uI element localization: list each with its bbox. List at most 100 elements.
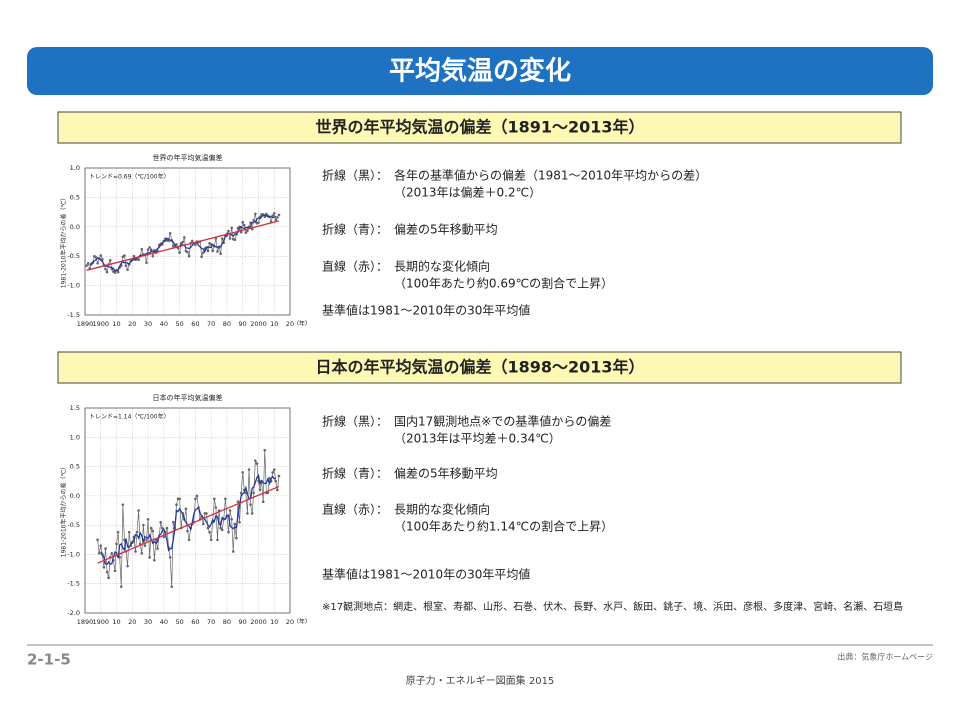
data-point <box>277 213 281 217</box>
note-text: 偏差の5年移動平均 <box>394 222 498 237</box>
x-tick-label: 20 <box>128 618 136 626</box>
data-point <box>187 254 191 258</box>
data-point <box>200 255 203 259</box>
data-point <box>85 264 88 267</box>
data-point <box>214 506 218 509</box>
data-point <box>186 250 189 254</box>
data-point <box>99 254 103 257</box>
section-heading: 日本の年平均気温の偏差（1898～2013年） <box>315 358 644 377</box>
data-point <box>108 259 112 262</box>
y-tick-label: -0.5 <box>67 252 80 260</box>
data-point <box>183 236 186 239</box>
data-point <box>99 544 103 547</box>
data-point <box>230 226 233 230</box>
data-point <box>162 535 166 539</box>
data-point <box>233 238 237 242</box>
note-label: 折線（青）： <box>322 222 388 237</box>
data-point <box>213 497 216 501</box>
data-point <box>172 520 175 524</box>
y-tick-label: 1.0 <box>70 433 80 441</box>
data-point <box>209 538 213 542</box>
slide-title: 平均気温の変化 <box>389 56 571 87</box>
data-point <box>219 252 222 256</box>
data-point <box>96 538 99 542</box>
data-point <box>271 214 274 217</box>
note-label: 折線（黒）： <box>322 414 388 429</box>
x-tick-label: 1900 <box>92 618 109 626</box>
data-point <box>104 547 107 550</box>
data-point <box>121 503 125 506</box>
data-point <box>194 497 197 501</box>
data-point <box>159 520 162 524</box>
data-point <box>118 556 121 559</box>
plot-frame <box>84 407 291 614</box>
data-point <box>110 551 114 555</box>
x-tick-label: 70 <box>207 618 215 626</box>
data-point <box>268 476 271 480</box>
data-point <box>170 585 174 588</box>
y-tick-label: -1.0 <box>67 550 80 558</box>
data-point <box>277 474 281 478</box>
data-point <box>201 522 205 526</box>
x-tick-label: 60 <box>191 320 199 328</box>
data-point <box>126 564 129 568</box>
note-text: 偏差の5年移動平均 <box>394 466 498 481</box>
data-point <box>105 570 109 574</box>
x-tick-label: 20 <box>286 320 294 328</box>
y-tick-label: -2.0 <box>67 609 80 617</box>
data-point <box>265 212 268 216</box>
stations-note: ※17観測地点：網走、根室、寿都、山形、石巻、伏木、長野、水戸、飯田、銚子、境、… <box>322 600 903 613</box>
publication: 原子力・エネルギー図面集 2015 <box>406 674 555 687</box>
data-point <box>124 264 128 267</box>
data-point <box>101 257 104 261</box>
data-point <box>220 237 224 240</box>
data-point <box>274 479 278 483</box>
data-point <box>276 488 279 492</box>
data-point <box>134 550 137 553</box>
x-tick-label: 1890 <box>77 618 94 626</box>
data-point <box>148 246 151 249</box>
x-tick-label: 2000 <box>250 320 267 328</box>
data-point <box>261 500 265 504</box>
chart-title: 日本の年平均気温偏差 <box>153 393 223 402</box>
data-point <box>137 509 140 512</box>
y-tick-label: 0.0 <box>70 223 80 231</box>
x-tick-label: 10 <box>270 320 278 328</box>
data-point <box>228 237 232 240</box>
data-point <box>272 211 276 215</box>
data-point <box>105 270 109 274</box>
data-point <box>137 258 140 262</box>
data-point <box>255 462 259 465</box>
note-label: 折線（黒）： <box>322 168 388 183</box>
trend-annotation: トレンド=1.14（℃/100年） <box>89 413 170 421</box>
data-point <box>149 248 153 252</box>
data-point <box>123 254 126 257</box>
data-point <box>220 528 224 532</box>
x-tick-label: 70 <box>207 320 215 328</box>
data-point <box>228 509 232 512</box>
data-point <box>168 556 172 559</box>
y-tick-label: 0.5 <box>70 463 80 471</box>
data-point <box>113 271 117 274</box>
series-line <box>97 450 280 587</box>
note-label: 直線（赤）： <box>322 259 388 274</box>
data-point <box>186 529 189 533</box>
data-point <box>211 249 215 253</box>
x-tick-label: 50 <box>175 320 183 328</box>
data-point <box>241 471 244 474</box>
data-point <box>242 223 246 227</box>
data-point <box>216 250 219 253</box>
data-point <box>194 243 197 247</box>
data-point <box>178 497 181 501</box>
trend-annotation: トレンド=0.69（℃/100年） <box>89 173 170 181</box>
data-point <box>116 270 120 274</box>
data-point <box>206 526 210 530</box>
data-point <box>175 503 178 506</box>
y-tick-label: -1.5 <box>67 580 80 588</box>
data-point <box>235 536 238 540</box>
data-point <box>271 471 274 474</box>
data-point <box>104 267 107 271</box>
y-tick-label: -1.0 <box>67 282 80 290</box>
data-point <box>146 248 150 252</box>
x-tick-label: 2000 <box>250 618 267 626</box>
